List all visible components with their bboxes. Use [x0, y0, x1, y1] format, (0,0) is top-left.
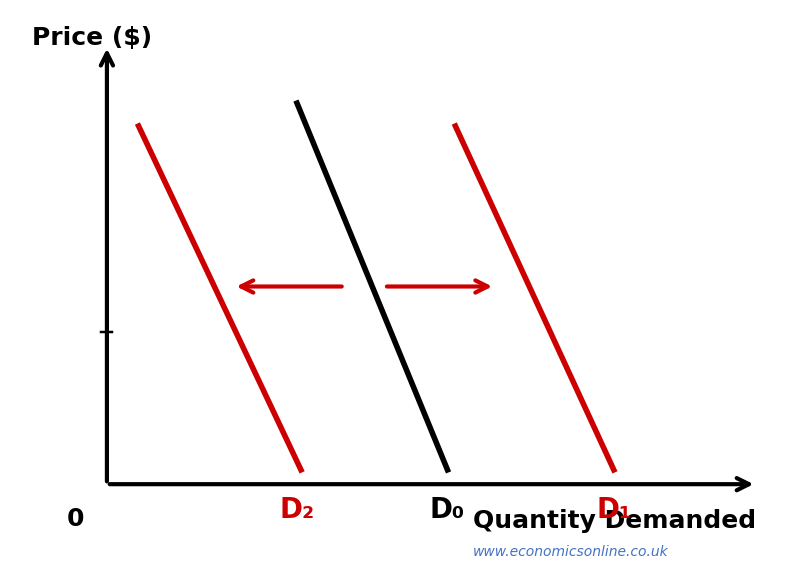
Text: D₀: D₀ [430, 496, 465, 524]
Text: D₁: D₁ [596, 496, 631, 524]
Text: Quantity Demanded: Quantity Demanded [474, 509, 756, 533]
Text: Price ($): Price ($) [32, 26, 152, 50]
Text: 0: 0 [67, 507, 84, 531]
Text: D₂: D₂ [280, 496, 314, 524]
Text: www.economicsonline.co.uk: www.economicsonline.co.uk [472, 545, 668, 559]
